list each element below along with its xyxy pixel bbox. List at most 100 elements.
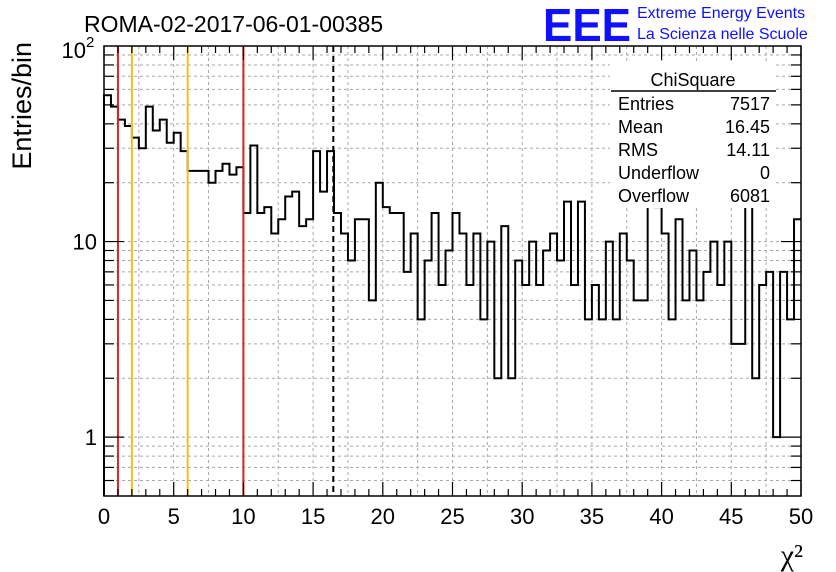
histogram-bin xyxy=(515,261,522,496)
histogram-bin xyxy=(669,319,676,496)
histogram-bin xyxy=(662,233,669,496)
x-tick-label: 15 xyxy=(301,504,325,529)
x-tick-label: 30 xyxy=(510,504,534,529)
histogram-bin xyxy=(188,171,195,496)
histogram-bin xyxy=(571,285,578,496)
histogram-bin xyxy=(195,171,202,496)
histogram-bin xyxy=(146,107,153,496)
histogram-bin xyxy=(655,207,662,496)
histogram-bin xyxy=(167,143,174,496)
stats-box-title: ChiSquare xyxy=(650,70,735,90)
stat-value-rms: 14.11 xyxy=(726,140,770,160)
histogram-bin xyxy=(383,207,390,496)
y-tick-label: 10 xyxy=(73,230,97,255)
eee-logo: EEE xyxy=(543,0,631,51)
logo-subtitle-line2: La Scienza nelle Scuole xyxy=(637,26,808,43)
histogram-bin xyxy=(250,145,257,496)
histogram-bin xyxy=(264,207,271,496)
histogram-bin xyxy=(104,95,111,496)
histogram-bin xyxy=(397,213,404,496)
histogram-bin xyxy=(543,251,550,496)
histogram-bin xyxy=(557,261,564,496)
x-tick-label: 0 xyxy=(98,504,110,529)
x-axis-title: χ² xyxy=(780,539,803,572)
histogram-bin xyxy=(494,378,501,496)
histogram-outline xyxy=(103,94,801,496)
y-tick-label: 10 xyxy=(62,38,86,63)
x-tick-label: 5 xyxy=(168,504,180,529)
histogram-bin xyxy=(578,202,585,496)
x-tick-label: 45 xyxy=(719,504,743,529)
histogram-bin xyxy=(648,202,655,496)
histogram-bin xyxy=(787,319,794,496)
histogram-bin xyxy=(278,219,285,496)
histogram-bin xyxy=(125,126,132,496)
stat-value-overflow: 6081 xyxy=(730,186,770,206)
histogram-bin xyxy=(710,242,717,496)
histogram-bin xyxy=(313,151,320,496)
histogram-bin xyxy=(564,202,571,496)
histogram-bin xyxy=(390,213,397,496)
histogram-bin xyxy=(341,233,348,496)
x-tick-label: 40 xyxy=(649,504,673,529)
histogram-bin xyxy=(501,226,508,496)
histogram-bin xyxy=(132,138,139,496)
stat-label-overflow: Overflow xyxy=(618,186,690,206)
histogram-bin xyxy=(703,272,710,496)
histogram-bin xyxy=(480,319,487,496)
histogram-bin xyxy=(118,120,125,496)
histogram-bin xyxy=(592,285,599,496)
histogram-bin xyxy=(627,261,634,496)
histogram-bin xyxy=(676,219,683,496)
histogram-bin xyxy=(585,319,592,496)
y-axis-title: Entries/bin xyxy=(7,42,37,170)
histogram-bin xyxy=(334,213,341,496)
histogram-bin xyxy=(285,196,292,496)
histogram-bin xyxy=(306,219,313,496)
histogram-bin xyxy=(160,120,167,496)
stat-value-underflow: 0 xyxy=(760,163,770,183)
axis-ticks xyxy=(103,46,802,496)
stat-label-mean: Mean xyxy=(618,117,663,137)
histogram-bin xyxy=(613,319,620,496)
histogram-bin xyxy=(292,192,299,496)
histogram-bin xyxy=(459,233,466,496)
stats-box-background xyxy=(610,64,776,208)
histogram-bin xyxy=(446,251,453,496)
histogram-bin xyxy=(299,226,306,496)
histogram-bin xyxy=(439,285,446,496)
histogram-bin xyxy=(473,233,480,496)
histogram-bin xyxy=(229,175,236,496)
y-tick-label: 1 xyxy=(85,425,97,450)
histogram-bin xyxy=(487,242,494,496)
histogram-bin xyxy=(181,151,188,496)
stat-value-mean: 16.45 xyxy=(725,117,770,137)
histogram-bin xyxy=(271,233,278,496)
histogram-series xyxy=(103,94,801,496)
histogram-bin xyxy=(404,272,411,496)
histogram-bin xyxy=(780,272,787,496)
histogram-bin xyxy=(745,192,752,496)
histogram-bin xyxy=(418,319,425,496)
stat-value-entries: 7517 xyxy=(730,94,770,114)
histogram-bin xyxy=(641,300,648,496)
histogram-bin xyxy=(362,219,369,496)
chart-title: ROMA-02-2017-06-01-00385 xyxy=(84,11,383,37)
histogram-bin xyxy=(696,300,703,496)
x-tick-label: 50 xyxy=(789,504,813,529)
histogram-bin xyxy=(550,233,557,496)
stat-label-entries: Entries xyxy=(618,94,674,114)
histogram-bin xyxy=(759,285,766,496)
histogram-bin xyxy=(348,261,355,496)
stats-box: ChiSquare Entries 7517 Mean 16.45 RMS 14… xyxy=(610,64,776,208)
histogram-bin xyxy=(243,213,250,496)
histogram-bin xyxy=(453,213,460,496)
reference-lines xyxy=(116,46,335,496)
histogram-bin xyxy=(724,242,731,496)
y-tick-label-exponent: 2 xyxy=(86,34,94,51)
histogram-bin xyxy=(139,148,146,496)
histogram-bin xyxy=(432,213,439,496)
histogram-bin xyxy=(717,285,724,496)
